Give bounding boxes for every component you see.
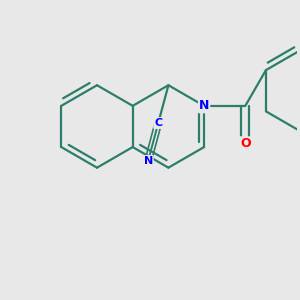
Text: O: O — [240, 137, 250, 150]
Text: N: N — [199, 99, 209, 112]
Text: C: C — [154, 118, 162, 128]
Text: N: N — [143, 156, 153, 166]
